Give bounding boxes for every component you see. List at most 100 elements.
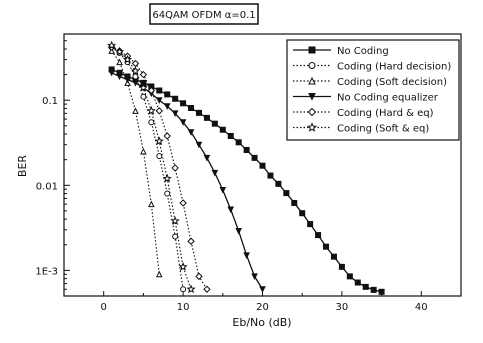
data-point — [307, 221, 314, 228]
data-point — [338, 263, 345, 270]
legend-marker — [308, 62, 316, 69]
data-point — [187, 129, 195, 136]
data-point — [180, 286, 187, 293]
legend-entry: Coding (Soft decision) — [293, 76, 447, 88]
data-point — [155, 107, 163, 115]
data-point — [243, 146, 250, 153]
title-frame — [149, 3, 259, 25]
data-point — [162, 173, 172, 183]
data-point — [203, 154, 211, 162]
data-point — [172, 95, 179, 102]
data-point — [219, 126, 226, 133]
data-point — [259, 286, 266, 293]
y-tick-label: 1E-3 — [35, 266, 58, 277]
data-point — [203, 285, 211, 293]
x-tick-label: 0 — [101, 302, 107, 313]
series-4 — [107, 43, 211, 293]
legend-label: Coding (Hard & eq) — [337, 108, 434, 119]
legend-entry: Coding (Hard decision) — [293, 62, 451, 73]
data-point — [146, 106, 156, 115]
data-point — [259, 162, 266, 169]
data-point — [147, 86, 156, 95]
data-point — [195, 141, 203, 149]
legend-entry: No Coding — [293, 46, 389, 57]
data-point — [140, 147, 147, 155]
legend-marker — [308, 46, 316, 54]
y-axis: 0.1 0.01 1E-3 — [35, 40, 70, 297]
legend-frame — [286, 39, 460, 141]
data-point — [299, 210, 306, 217]
data-point — [211, 120, 218, 127]
data-point — [283, 190, 290, 197]
data-point — [251, 154, 258, 161]
data-point — [219, 187, 227, 194]
chart-title-box: 64QAM OFDM α=0.1 — [149, 3, 259, 25]
data-point — [107, 40, 117, 50]
legend-label: Coding (Soft & eq) — [337, 124, 429, 135]
data-point — [164, 190, 171, 197]
data-point — [124, 76, 131, 84]
data-point — [195, 109, 202, 116]
data-point — [130, 66, 141, 75]
data-point — [148, 200, 155, 208]
data-point — [170, 216, 180, 225]
data-point — [211, 169, 219, 177]
series-layer — [107, 40, 385, 295]
series-line — [111, 45, 192, 290]
legend-marker — [308, 76, 316, 85]
legend-entry: Coding (Hard & eq) — [293, 107, 434, 119]
data-point — [178, 262, 188, 271]
y-tick-label: 0.01 — [36, 181, 58, 192]
x-tick-label: 40 — [415, 302, 428, 313]
data-point — [195, 272, 203, 281]
legend: No Coding Coding (Hard decision) Coding (S… — [286, 39, 460, 141]
x-axis-label: Eb/No (dB) — [232, 316, 291, 329]
data-point — [155, 270, 163, 278]
data-point — [291, 199, 298, 206]
data-point — [172, 233, 179, 240]
data-point — [132, 79, 139, 87]
data-point — [132, 107, 139, 114]
data-point — [148, 119, 155, 126]
data-point — [171, 110, 179, 118]
x-axis: 0 10 20 30 40 — [63, 291, 462, 313]
data-point — [171, 164, 179, 172]
data-point — [187, 237, 195, 245]
data-point — [370, 286, 377, 293]
legend-label: No Coding — [337, 46, 389, 57]
data-point — [346, 273, 353, 280]
y-axis-label: BER — [16, 155, 29, 177]
data-point — [115, 47, 125, 56]
y-tick-label: 0.1 — [42, 96, 58, 107]
data-point — [138, 82, 148, 92]
data-point — [132, 73, 139, 80]
data-point — [156, 153, 163, 160]
data-point — [227, 132, 234, 139]
data-point — [154, 136, 164, 146]
data-point — [251, 273, 258, 281]
series-3 — [108, 69, 266, 293]
series-2 — [108, 47, 163, 278]
data-point — [163, 132, 171, 140]
data-point — [116, 73, 123, 81]
data-point — [186, 284, 196, 294]
data-point — [122, 54, 133, 64]
legend-marker — [306, 122, 318, 132]
data-point — [188, 104, 195, 111]
legend-entry: No Coding equalizer — [293, 93, 439, 104]
data-point — [203, 114, 210, 121]
data-point — [378, 288, 385, 295]
data-point — [156, 87, 163, 94]
data-point — [140, 93, 147, 100]
legend-label: No Coding equalizer — [337, 93, 439, 104]
legend-marker — [308, 93, 316, 101]
data-point — [323, 243, 330, 250]
data-point — [315, 232, 322, 239]
data-point — [163, 103, 171, 110]
data-point — [235, 139, 242, 146]
data-point — [227, 206, 235, 214]
data-point — [155, 97, 163, 104]
series-5 — [107, 40, 196, 294]
legend-label: Coding (Soft decision) — [337, 77, 447, 88]
